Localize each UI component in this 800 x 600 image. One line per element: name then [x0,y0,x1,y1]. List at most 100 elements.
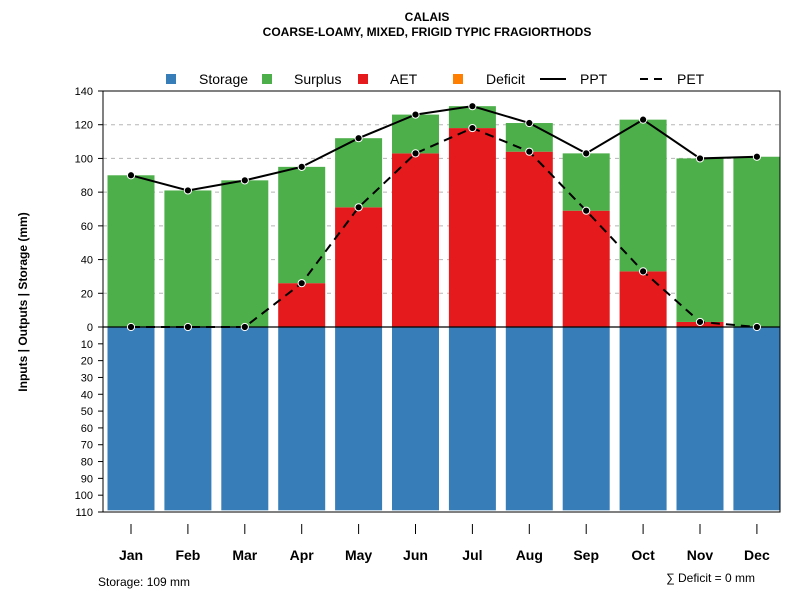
bar-aet-oct [619,271,667,327]
y-tick-label: 20 [81,356,93,368]
point-ppt-apr [297,162,306,171]
y-tick-label: 0 [87,322,93,334]
bar-aet-may [335,207,383,327]
bar-storage-feb [164,327,212,511]
x-tick-label-may: May [345,547,372,563]
legend-swatch-storage [166,74,176,84]
point-ppt-aug [525,118,534,128]
bar-storage-jul [448,327,496,511]
bar-storage-nov [676,327,724,511]
x-tick-label-jun: Jun [403,547,428,563]
y-tick-label: 80 [81,187,93,199]
point-pet-jun [411,149,420,158]
point-pet-may [354,203,363,212]
bar-storage-may [335,327,383,511]
legend-label-storage: Storage [199,71,248,87]
x-tick-label-jan: Jan [119,547,143,563]
x-tick-label-oct: Oct [631,547,655,563]
y-tick-label: 110 [75,507,93,519]
point-ppt-jan [126,171,136,180]
legend-label-ppt: PPT [580,71,608,87]
y-tick-label: 30 [81,372,93,384]
y-tick-label: 60 [81,423,93,435]
y-tick-label: 100 [75,153,93,165]
point-ppt-sep [582,149,591,158]
point-ppt-nov [695,154,705,163]
x-tick-label-mar: Mar [232,547,257,563]
bar-storage-sep [562,327,610,511]
bar-storage-oct [619,327,667,511]
bar-surplus-sep [562,153,610,211]
bar-storage-apr [278,327,326,511]
point-ppt-jul [468,102,477,111]
bar-surplus-apr [278,166,326,284]
point-pet-sep [582,206,591,215]
point-pet-apr [297,279,306,288]
y-tick-label: 70 [81,440,93,452]
line-pet [131,126,757,328]
x-tick-label-nov: Nov [687,547,714,563]
bar-surplus-jan [107,175,155,327]
point-ppt-may [354,134,363,143]
y-tick-label: 100 [75,490,93,502]
legend-label-surplus: Surplus [294,71,341,87]
x-tick-label-aug: Aug [516,547,543,563]
legend-label-deficit: Deficit [486,71,525,87]
x-axis: Jan Feb Mar Apr May Jun Jul Aug Sep Oct Nov Dec [119,524,770,563]
bar-surplus-dec [733,156,781,327]
bar-aet-apr [278,283,326,327]
legend-swatch-aet [358,74,368,84]
bar-storage-aug [505,327,553,511]
chart-title: CALAIS [405,10,450,24]
legend-swatch-surplus [262,74,272,84]
bar-storage-dec [733,327,781,511]
point-ppt-dec [752,152,762,161]
y-axis: 0 20 40 60 80 100 120 140 10 20 30 40 50 60 70 80 90 100 1… [75,86,103,519]
bars [107,106,781,511]
legend: Storage Surplus AET Deficit PPT PET [166,71,705,87]
bar-aet-jul [448,128,496,327]
x-tick-label-feb: Feb [175,547,200,563]
point-pet-jan [126,322,136,332]
point-pet-oct [639,267,648,276]
deficit-sum-footnote: ∑ Deficit = 0 mm [666,571,755,585]
y-tick-label: 80 [81,457,93,469]
y-tick-label: 10 [81,339,93,351]
legend-swatch-deficit [453,74,463,84]
y-tick-label: 40 [81,389,93,401]
point-pet-nov [695,317,705,327]
x-tick-label-jul: Jul [462,547,482,563]
point-ppt-mar [240,176,249,185]
bar-surplus-oct [619,119,667,272]
bar-storage-mar [221,327,269,511]
storage-footnote: Storage: 109 mm [98,575,190,589]
legend-label-pet: PET [677,71,705,87]
chart-subtitle: COARSE-LOAMY, MIXED, FRIGID TYPIC FRAGIO… [263,25,592,39]
x-tick-label-sep: Sep [573,547,599,563]
bar-surplus-feb [164,190,212,327]
bar-surplus-may [335,138,383,208]
legend-label-aet: AET [390,71,418,87]
point-pet-mar [240,322,249,332]
bar-aet-jun [392,153,439,327]
point-pet-feb [183,322,192,332]
bar-storage-jun [392,327,439,511]
series-lines [126,102,762,332]
y-tick-label: 90 [81,473,93,485]
plot-frame [102,90,781,513]
x-tick-label-dec: Dec [744,547,770,563]
x-tick-label-apr: Apr [290,547,315,563]
line-ppt [130,105,757,192]
bar-surplus-jul [448,106,496,129]
y-tick-label: 50 [81,406,93,418]
y-axis-label: Inputs | Outputs | Storage (mm) [16,212,30,391]
point-ppt-oct [639,115,648,124]
bar-aet-aug [505,151,553,327]
bar-storage-jan [107,327,155,511]
point-pet-jul [468,123,477,133]
bar-surplus-nov [676,158,724,322]
point-ppt-feb [183,186,192,195]
bar-surplus-aug [505,123,553,152]
point-ppt-jun [411,110,420,119]
